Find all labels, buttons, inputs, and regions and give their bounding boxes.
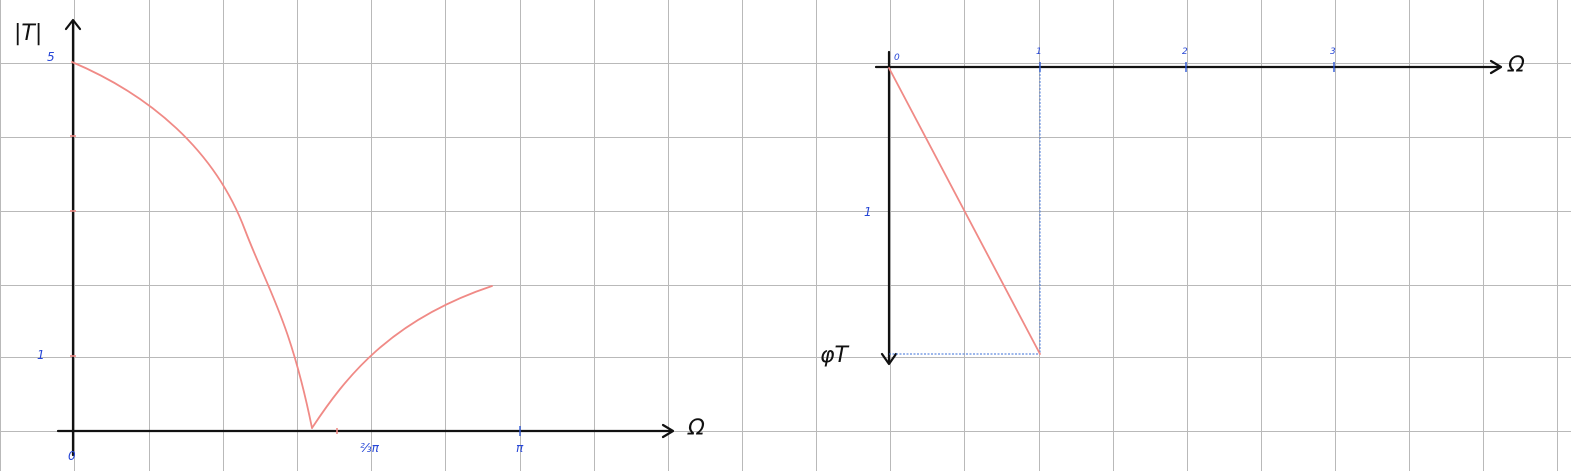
magnitude-x-axis-label: Ω (687, 416, 705, 441)
magnitude-curve-falling (71, 61, 313, 429)
phase-x-tick-label-3: 3 (1330, 47, 1336, 57)
phase-x-tick-label-2: 2 (1182, 47, 1188, 57)
magnitude-x-arrowhead (661, 423, 675, 439)
phase-y-tick-label-1: 1 (864, 205, 872, 219)
phase-line (888, 67, 1041, 355)
phase-y-axis-label: φT (820, 343, 850, 368)
magnitude-x-tick-label-pi: π (516, 441, 524, 455)
magnitude-plot: 5 1 0 ⅔π π |T| Ω (14, 18, 705, 463)
magnitude-y-tick-label-5: 5 (47, 50, 55, 64)
magnitude-x-tick-label-0: 0 (68, 449, 76, 463)
phase-x-tick-label-0: 0 (894, 53, 900, 63)
phase-y-arrowhead (880, 352, 898, 366)
phase-x-tick-label-1: 1 (1036, 47, 1042, 57)
magnitude-x-tick-label-two-thirds-pi: ⅔π (360, 441, 380, 455)
magnitude-y-arrowhead (64, 18, 82, 31)
phase-x-axis-label: Ω (1507, 53, 1525, 78)
magnitude-curve-rising (311, 285, 493, 429)
phase-plot: 0 1 2 3 1 φT Ω (820, 47, 1525, 368)
magnitude-y-axis-label: |T| (14, 21, 42, 46)
phase-x-arrowhead (1489, 59, 1503, 75)
magnitude-y-tick-label-1: 1 (37, 348, 45, 362)
